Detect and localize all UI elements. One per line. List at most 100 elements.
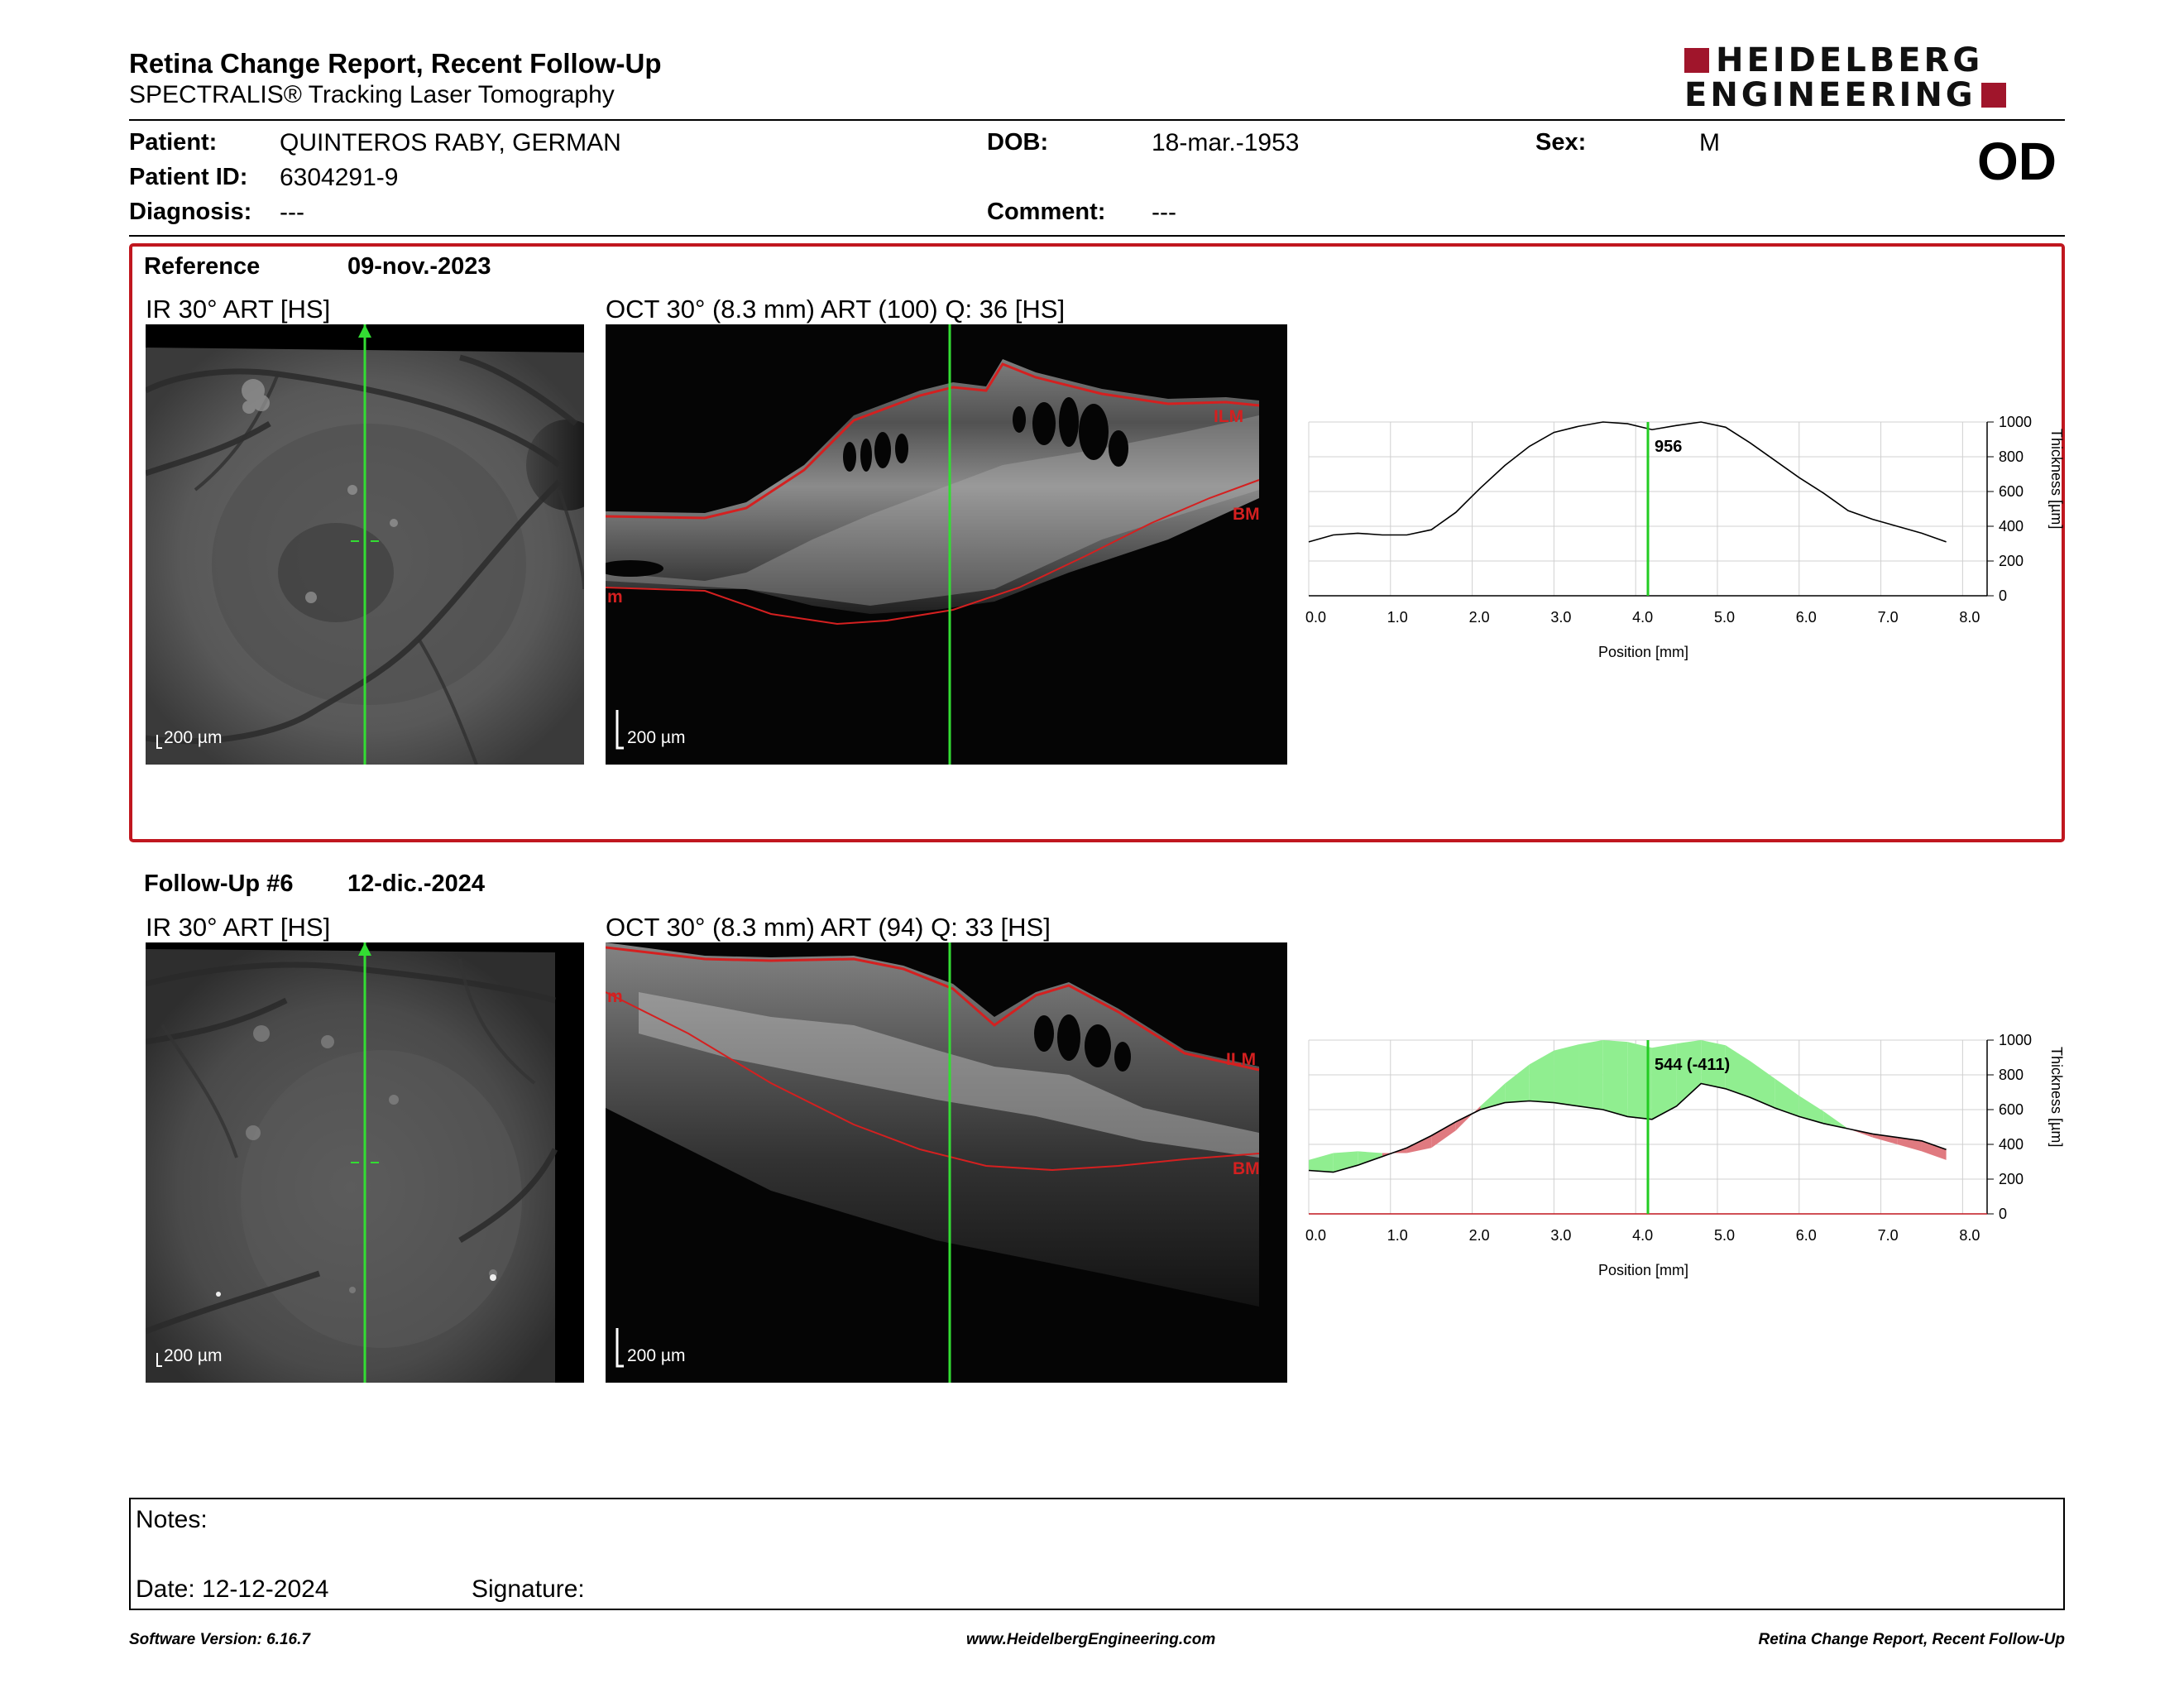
eye-indicator: OD — [1977, 132, 2057, 191]
followup-chart-x-tick-label: 6.0 — [1796, 1227, 1817, 1244]
logo-square-icon — [1684, 48, 1709, 73]
followup-chart-y-tick-label: 1000 — [1999, 1032, 2032, 1048]
followup-chart-x-tick-label: 0.0 — [1305, 1227, 1326, 1244]
followup-chart-difference-area — [1701, 1040, 1726, 1089]
sex-label: Sex: — [1535, 129, 1587, 156]
patient-id-label: Patient ID: — [129, 164, 248, 190]
logo-line1: HEIDELBERG — [1716, 41, 1984, 79]
reference-oct-bscan-image[interactable]: ILM BM m 200 µm — [606, 324, 1287, 765]
followup-chart-difference-area — [1578, 1040, 1603, 1110]
reference-chart-x-tick-label: 4.0 — [1632, 609, 1653, 626]
reference-edge-label: m — [607, 587, 623, 607]
report-title: Retina Change Report, Recent Follow-Up — [129, 48, 662, 79]
followup-chart-y-tick-label: 0 — [1999, 1206, 2007, 1222]
followup-ir-title: IR 30° ART [HS] — [146, 913, 331, 942]
reference-chart-y-tick-label: 0 — [1999, 587, 2007, 604]
reference-date: 09-nov.-2023 — [347, 253, 491, 280]
sex-value: M — [1699, 129, 1720, 156]
followup-chart-x-tick-label: 4.0 — [1632, 1227, 1653, 1244]
diagnosis-label: Diagnosis: — [129, 199, 252, 225]
followup-oct-scale: 200 µm — [627, 1346, 686, 1365]
reference-chart-y-axis-label: Thickness [µm] — [2048, 429, 2065, 529]
logo-line2: ENGINEERING — [1684, 76, 1976, 114]
followup-chart-followup-line — [1308, 1082, 1947, 1173]
reference-chart-y-tick-label: 800 — [1999, 448, 2024, 465]
followup-label: Follow-Up #6 — [144, 870, 294, 897]
reference-chart-y-tick-label: 1000 — [1999, 414, 2032, 430]
followup-chart-difference-area — [1921, 1140, 1947, 1160]
reference-chart-y-tick-label: 400 — [1999, 518, 2024, 535]
patient-label: Patient: — [129, 129, 218, 156]
reference-chart-x-tick-label: 5.0 — [1714, 609, 1735, 626]
followup-chart-y-tick-label: 600 — [1999, 1101, 2024, 1118]
header-divider — [129, 119, 2065, 121]
footer-website[interactable]: www.HeidelbergEngineering.com — [966, 1631, 1216, 1648]
followup-chart-difference-area — [1431, 1121, 1456, 1149]
followup-chart-x-tick-label: 8.0 — [1959, 1227, 1980, 1244]
reference-chart-x-tick-label: 0.0 — [1305, 609, 1326, 626]
followup-ir-fundus-image[interactable]: 200 µm — [146, 942, 584, 1383]
comment-label: Comment: — [987, 199, 1106, 225]
followup-chart-difference-area — [1651, 1043, 1677, 1120]
followup-chart-difference-area — [1627, 1042, 1652, 1120]
patient-divider — [129, 235, 2065, 237]
reference-chart-x-axis-label: Position [mm] — [1598, 644, 1688, 660]
followup-chart-difference-area — [1358, 1151, 1382, 1166]
followup-chart-difference-area — [1480, 1083, 1506, 1110]
followup-chart-y-tick-label: 400 — [1999, 1136, 2024, 1153]
followup-date: 12-dic.-2024 — [347, 870, 486, 897]
reference-chart-y-tick-label: 200 — [1999, 553, 2024, 569]
reference-oct-title: OCT 30° (8.3 mm) ART (100) Q: 36 [HS] — [606, 295, 1066, 324]
notes-label: Notes: — [136, 1506, 208, 1533]
heidelberg-logo: HEIDELBERG ENGINEERING — [1684, 43, 2065, 113]
followup-edge-label: m — [607, 987, 623, 1006]
reference-chart-x-tick-label: 8.0 — [1959, 609, 1980, 626]
followup-chart-y-axis-label: Thickness [µm] — [2048, 1047, 2065, 1147]
followup-chart-difference-area — [1602, 1040, 1628, 1117]
followup-chart-difference-area — [1897, 1137, 1922, 1152]
reference-chart-thickness-line — [1308, 421, 1947, 543]
followup-oct-title: OCT 30° (8.3 mm) ART (94) Q: 33 [HS] — [606, 913, 1051, 942]
reference-highlight-box — [129, 243, 2065, 842]
patient-name: QUINTEROS RABY, GERMAN — [280, 129, 621, 156]
followup-chart-difference-area — [1676, 1040, 1702, 1106]
reference-chart-x-tick-label: 3.0 — [1550, 609, 1571, 626]
reference-chart-x-tick-label: 6.0 — [1796, 609, 1817, 626]
notes-date: Date: 12-12-2024 — [136, 1575, 329, 1603]
followup-chart-difference-area — [1725, 1045, 1751, 1098]
followup-chart-difference-area — [1505, 1064, 1530, 1103]
followup-chart-difference-area — [1798, 1096, 1824, 1124]
reference-oct-scale: 200 µm — [627, 728, 686, 747]
followup-chart-x-tick-label: 5.0 — [1714, 1227, 1735, 1244]
reference-chart-x-tick-label: 2.0 — [1469, 609, 1490, 626]
followup-chart-y-tick-label: 200 — [1999, 1171, 2024, 1187]
followup-chart-x-tick-label: 2.0 — [1469, 1227, 1490, 1244]
comment-value: --- — [1152, 199, 1176, 226]
footer-software-version: Software Version: 6.16.7 — [129, 1631, 310, 1648]
reference-chart-x-tick-label: 1.0 — [1387, 609, 1408, 626]
reference-chart-marker-value: 956 — [1655, 438, 1682, 456]
followup-oct-bscan-image[interactable]: ILM BM m 200 µm — [606, 942, 1287, 1383]
followup-chart-difference-area — [1750, 1061, 1775, 1108]
diagnosis-value: --- — [280, 199, 304, 226]
reference-thickness-chart: 0.0 1.0 2.0 3.0 4.0 5.0 6.0 7.0 8.0 0 200 400 600 800… — [1299, 410, 2076, 675]
followup-chart-x-tick-label: 3.0 — [1550, 1227, 1571, 1244]
followup-chart-difference-area — [1774, 1078, 1799, 1117]
reference-label: Reference — [144, 253, 261, 280]
dob-value: 18-mar.-1953 — [1152, 129, 1300, 156]
dob-label: DOB: — [987, 129, 1049, 156]
signature-label: Signature: — [472, 1575, 585, 1603]
followup-chart-difference-area — [1309, 1153, 1334, 1172]
followup-chart-x-tick-label: 1.0 — [1387, 1227, 1408, 1244]
reference-chart-x-tick-label: 7.0 — [1878, 609, 1899, 626]
logo-square-icon — [1980, 83, 2006, 108]
notes-box[interactable]: Notes: Date: 12-12-2024 Signature: — [129, 1498, 2065, 1610]
reference-ilm-label: ILM — [1214, 407, 1244, 426]
reference-ir-fundus-image[interactable]: 200 µm — [146, 324, 584, 765]
followup-chart-y-tick-label: 800 — [1999, 1067, 2024, 1083]
followup-chart-difference-area — [1848, 1129, 1873, 1138]
footer-report-name: Retina Change Report, Recent Follow-Up — [1758, 1631, 2065, 1648]
followup-chart-difference-area — [1554, 1044, 1579, 1106]
followup-chart-x-axis-label: Position [mm] — [1598, 1262, 1688, 1278]
reference-thickness-chart-svg: 0.0 1.0 2.0 3.0 4.0 5.0 6.0 7.0 8.0 0 200 400 600 800… — [1305, 414, 2065, 660]
